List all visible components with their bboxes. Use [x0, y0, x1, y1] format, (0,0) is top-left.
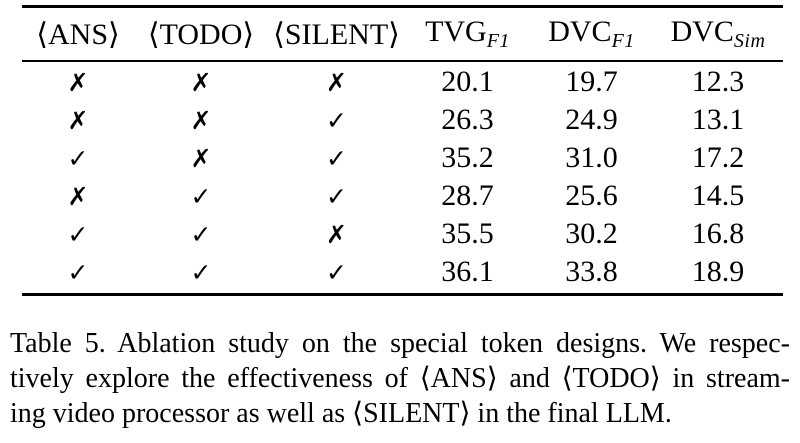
mark-cell: ✓ — [190, 181, 212, 211]
caption-line-3: ing video processor as well as ⟨SILENT⟩ … — [10, 398, 672, 429]
value-cell: 30.2 — [565, 217, 618, 250]
mark-cell: ✗ — [190, 105, 212, 135]
table-mid-rule — [22, 60, 783, 62]
mark-cell: ✓ — [190, 219, 212, 249]
value-cell: 25.6 — [565, 179, 618, 212]
mark-cell: ✓ — [326, 257, 347, 287]
value-cell: 16.8 — [691, 217, 745, 250]
value-cell: 19.7 — [565, 65, 618, 98]
caption-line-2: tively explore the effectiveness of ⟨ANS… — [10, 363, 790, 394]
table-row: ✓ ✗ ✓ 35.2 31.0 17.2 — [22, 139, 783, 177]
value-cell: 14.5 — [691, 179, 745, 212]
mark-cell: ✓ — [326, 105, 347, 135]
mark-cell: ✗ — [190, 143, 212, 173]
value-cell: 35.5 — [441, 217, 494, 250]
table-row: ✗ ✗ ✓ 26.3 24.9 13.1 — [22, 101, 783, 139]
value-cell: 20.1 — [441, 65, 494, 98]
mark-cell: ✗ — [190, 67, 212, 97]
value-cell: 33.8 — [565, 255, 618, 288]
table-caption: Table 5. Ablation study on the special t… — [10, 326, 790, 431]
mark-cell: ✗ — [326, 219, 347, 249]
header-subscript: F1 — [611, 30, 635, 52]
mark-cell: ✓ — [67, 257, 89, 287]
table-row: ✓ ✓ ✓ 36.1 33.8 18.9 — [22, 253, 783, 291]
value-cell: 35.2 — [441, 141, 494, 174]
mark-cell: ✗ — [67, 105, 89, 135]
mark-cell: ✓ — [67, 143, 89, 173]
column-header-tvg-f1: TVGF1 — [405, 15, 530, 53]
header-subscript: Sim — [733, 30, 766, 52]
ablation-table: ⟨ANS⟩ ⟨TODO⟩ ⟨SILENT⟩ TVGF1 DVCF1 DVCSim… — [22, 5, 783, 296]
mark-cell: ✓ — [67, 219, 89, 249]
table-header-row: ⟨ANS⟩ ⟨TODO⟩ ⟨SILENT⟩ TVGF1 DVCF1 DVCSim — [22, 8, 783, 60]
value-cell: 17.2 — [691, 141, 745, 174]
value-cell: 28.7 — [441, 179, 494, 212]
mark-cell: ✓ — [326, 181, 347, 211]
value-cell: 18.9 — [691, 255, 745, 288]
caption-line-1: Table 5. Ablation study on the special t… — [10, 328, 790, 359]
column-header-ans: ⟨ANS⟩ — [36, 17, 120, 51]
table-row: ✗ ✓ ✓ 28.7 25.6 14.5 — [22, 177, 783, 215]
value-cell: 12.3 — [691, 65, 745, 98]
column-header-dvc-f1: DVCF1 — [530, 15, 653, 53]
table-row: ✗ ✗ ✗ 20.1 19.7 12.3 — [22, 63, 783, 101]
mark-cell: ✓ — [326, 143, 347, 173]
header-base: DVC — [670, 15, 734, 48]
value-cell: 31.0 — [565, 141, 618, 174]
mark-cell: ✗ — [67, 67, 89, 97]
header-subscript: F1 — [486, 30, 510, 52]
table-top-rule — [22, 5, 783, 8]
mark-cell: ✗ — [67, 181, 89, 211]
value-cell: 13.1 — [691, 103, 745, 136]
column-header-dvc-sim: DVCSim — [653, 15, 783, 53]
value-cell: 26.3 — [441, 103, 494, 136]
table-bottom-rule — [22, 293, 783, 296]
table-body: ✗ ✗ ✗ 20.1 19.7 12.3 ✗ ✗ ✓ 26.3 24.9 13.… — [22, 62, 783, 293]
mark-cell: ✓ — [190, 257, 212, 287]
table-row: ✓ ✓ ✗ 35.5 30.2 16.8 — [22, 215, 783, 253]
header-base: TVG — [425, 15, 487, 48]
column-header-silent: ⟨SILENT⟩ — [273, 17, 400, 51]
column-header-todo: ⟨TODO⟩ — [147, 17, 255, 51]
mark-cell: ✗ — [326, 67, 347, 97]
value-cell: 36.1 — [441, 255, 494, 288]
value-cell: 24.9 — [565, 103, 618, 136]
header-base: DVC — [548, 15, 612, 48]
